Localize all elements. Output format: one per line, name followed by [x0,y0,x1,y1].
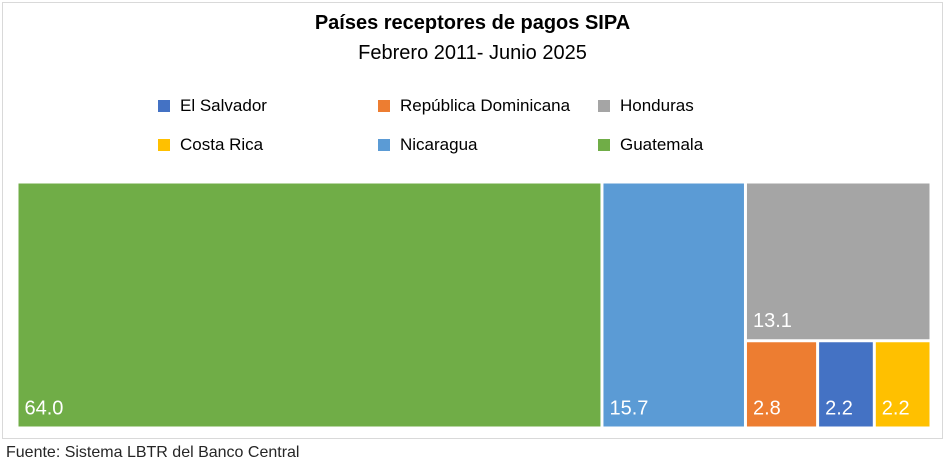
legend-swatch-costa-rica [158,139,170,151]
data-label-guatemala: 64.0 [25,398,64,420]
legend-item-honduras: Honduras [598,96,694,116]
legend-label-nicaragua: Nicaragua [400,135,478,154]
legend-swatch-honduras [598,100,610,112]
legend-swatch-nicaragua [378,139,390,151]
chart-subtitle: Febrero 2011- Junio 2025 [358,42,587,64]
treemap-tile-nicaragua [603,183,744,427]
legend-swatch-el-salvador [158,100,170,112]
legend-label-republica-dominicana: República Dominicana [400,96,571,115]
data-label-honduras: 13.1 [753,310,792,332]
legend-item-el-salvador: El Salvador [158,96,267,116]
treemap-tile-honduras [746,183,930,340]
legend-item-republica-dominicana: República Dominicana [378,96,570,116]
legend-label-costa-rica: Costa Rica [180,135,264,154]
legend-item-nicaragua: Nicaragua [378,135,478,155]
treemap-tile-guatemala [18,183,601,427]
data-label-costa-rica: 2.2 [882,398,910,420]
legend-swatch-republica-dominicana [378,100,390,112]
legend-label-guatemala: Guatemala [620,135,704,154]
data-label-nicaragua: 15.7 [609,398,648,420]
data-label-el-salvador: 2.2 [825,398,853,420]
treemap-tile-republica-dominicana [746,342,817,427]
legend-item-costa-rica: Costa Rica [158,135,263,155]
treemap-tile-costa-rica [875,342,930,427]
legend-swatch-guatemala [598,139,610,151]
source-note: Fuente: Sistema LBTR del Banco Central [6,444,300,461]
legend-label-honduras: Honduras [620,96,694,115]
legend-item-guatemala: Guatemala [598,135,703,155]
treemap-tile-el-salvador [819,342,873,427]
chart-title: Países receptores de pagos SIPA [314,12,631,34]
data-label-republica-dominicana: 2.8 [753,398,781,420]
legend-label-el-salvador: El Salvador [180,96,267,115]
